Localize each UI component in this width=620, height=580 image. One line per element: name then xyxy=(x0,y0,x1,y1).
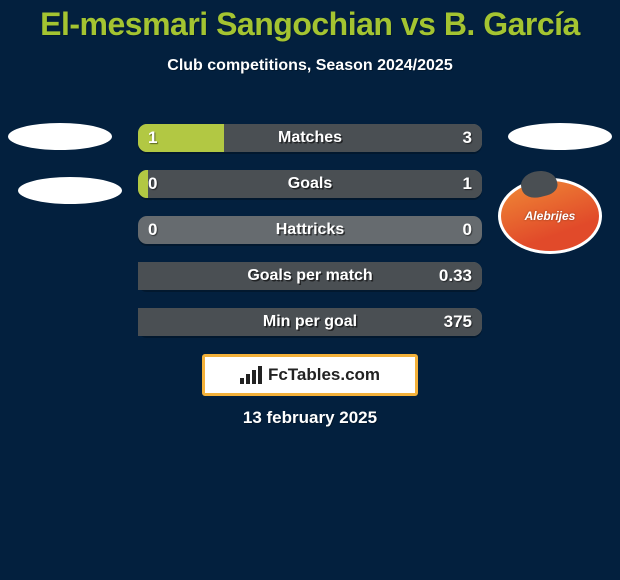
comparison-infographic: El-mesmari Sangochian vs B. García Club … xyxy=(0,0,620,580)
team-badge-inner: Alebrijes xyxy=(501,181,599,251)
stat-rows: 13Matches 01Goals 00Hattricks 0.33Goals per… xyxy=(138,124,482,354)
stat-row: 01Goals xyxy=(138,170,482,198)
page-subtitle: Club competitions, Season 2024/2025 xyxy=(0,57,620,75)
date-text: 13 february 2025 xyxy=(0,408,620,428)
stat-label: Goals per match xyxy=(138,262,482,290)
stat-label: Goals xyxy=(138,170,482,198)
team-badge: Alebrijes xyxy=(498,178,602,254)
stat-label: Matches xyxy=(138,124,482,152)
stat-label: Hattricks xyxy=(138,216,482,244)
fctables-logo: FcTables.com xyxy=(202,354,418,396)
avatar-placeholder-right-1 xyxy=(508,123,612,150)
stat-label: Min per goal xyxy=(138,308,482,336)
avatar-placeholder-left-2 xyxy=(18,177,122,204)
avatar-placeholder-left-1 xyxy=(8,123,112,150)
stat-row: 0.33Goals per match xyxy=(138,262,482,290)
stat-row: 00Hattricks xyxy=(138,216,482,244)
fctables-logo-text: FcTables.com xyxy=(268,365,380,385)
bar-chart-icon xyxy=(240,366,262,384)
page-title: El-mesmari Sangochian vs B. García xyxy=(0,0,620,43)
stat-row: 375Min per goal xyxy=(138,308,482,336)
stat-row: 13Matches xyxy=(138,124,482,152)
team-badge-text: Alebrijes xyxy=(525,209,576,223)
badge-bird-icon xyxy=(518,167,559,201)
